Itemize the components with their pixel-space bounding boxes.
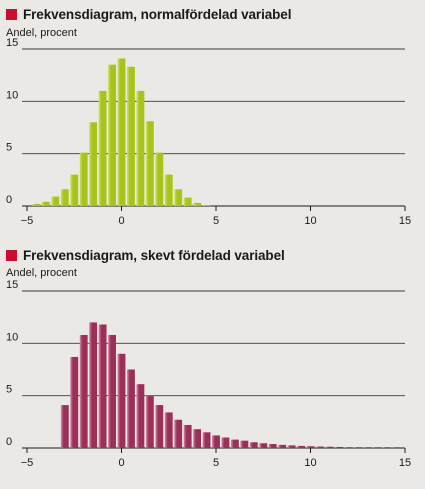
chart-title-row: Frekvensdiagram, skevt fördelad variabel <box>6 248 285 263</box>
bar <box>297 445 305 448</box>
bar <box>145 395 154 448</box>
bar <box>249 442 258 448</box>
bar <box>287 445 296 448</box>
bar <box>108 334 116 448</box>
chart-title: Frekvensdiagram, normalfördelad variabel <box>23 7 292 22</box>
bar <box>306 446 315 448</box>
chart-title: Frekvensdiagram, skevt fördelad variabel <box>23 248 285 263</box>
bar <box>89 122 98 206</box>
chart-panel-normal: 0 5 10 15 −5 0 5 10 15 Frekvensdiagram, normalfö… <box>0 0 425 244</box>
bar <box>136 384 145 448</box>
chart-panel-skewed: 0 5 10 15 −5 0 5 10 15 Frekvensdiagram, skevt fö… <box>0 244 425 489</box>
bar <box>155 152 164 206</box>
bar <box>240 440 249 448</box>
y-tick-label: 15 <box>6 279 18 291</box>
bar <box>136 90 145 206</box>
bar <box>202 204 211 206</box>
bar <box>183 424 192 448</box>
bar <box>363 447 372 448</box>
y-tick-label: 10 <box>6 89 18 101</box>
x-tick-label: −5 <box>21 215 34 227</box>
bar <box>221 437 230 448</box>
bar <box>155 405 164 448</box>
bar <box>60 405 69 448</box>
bar <box>268 444 277 448</box>
bar <box>41 201 50 206</box>
chart-normal: 0 5 10 15 −5 0 5 10 15 <box>6 37 411 227</box>
bar <box>316 446 324 448</box>
bar <box>391 447 400 448</box>
bar <box>127 66 135 206</box>
bar <box>372 447 381 448</box>
bar <box>353 447 362 448</box>
bar <box>278 444 287 448</box>
y-tick-label: 10 <box>6 331 18 343</box>
bar <box>108 64 116 206</box>
x-tick-label: 5 <box>213 457 219 469</box>
bar <box>127 369 135 448</box>
bar <box>382 447 391 448</box>
bar <box>334 446 343 448</box>
bar <box>164 412 173 448</box>
bar <box>193 429 202 448</box>
y-axis-label: Andel, procent <box>6 267 77 279</box>
x-tick-label: 15 <box>399 457 411 469</box>
bar <box>325 446 334 448</box>
bar <box>98 324 107 448</box>
bar <box>98 90 107 206</box>
y-tick-label: 5 <box>6 142 12 154</box>
y-tick-label: 0 <box>6 194 12 206</box>
bar <box>51 196 60 206</box>
bar <box>212 435 220 448</box>
x-tick-label: −5 <box>21 457 34 469</box>
bar <box>117 353 126 448</box>
y-tick-label: 0 <box>6 436 12 448</box>
bar <box>344 447 353 448</box>
y-tick-label: 15 <box>6 37 18 49</box>
title-marker <box>6 250 17 261</box>
chart-skewed: 0 5 10 15 −5 0 5 10 15 <box>6 279 411 469</box>
x-tick-label: 15 <box>399 215 411 227</box>
x-tick-label: 5 <box>213 215 219 227</box>
bar <box>70 174 79 206</box>
bar <box>70 356 79 448</box>
bar <box>117 58 126 206</box>
bar <box>164 174 173 206</box>
bar <box>32 203 41 206</box>
bar <box>230 439 239 448</box>
y-tick-label: 5 <box>6 384 12 396</box>
bar <box>193 202 202 206</box>
bar <box>174 189 183 206</box>
bar <box>89 322 98 448</box>
bar <box>174 419 183 448</box>
bar <box>183 197 192 206</box>
x-tick-label: 10 <box>304 215 316 227</box>
bar <box>79 334 88 448</box>
x-tick-label: 10 <box>304 457 316 469</box>
bar <box>145 121 154 206</box>
x-tick-label: 0 <box>118 215 124 227</box>
bar <box>202 432 211 448</box>
bar <box>259 443 268 448</box>
x-tick-label: 0 <box>118 457 124 469</box>
y-axis-label: Andel, procent <box>6 27 77 39</box>
bar <box>79 152 88 206</box>
chart-title-row: Frekvensdiagram, normalfördelad variabel <box>6 7 291 22</box>
bar <box>60 189 69 206</box>
title-marker <box>6 9 17 20</box>
